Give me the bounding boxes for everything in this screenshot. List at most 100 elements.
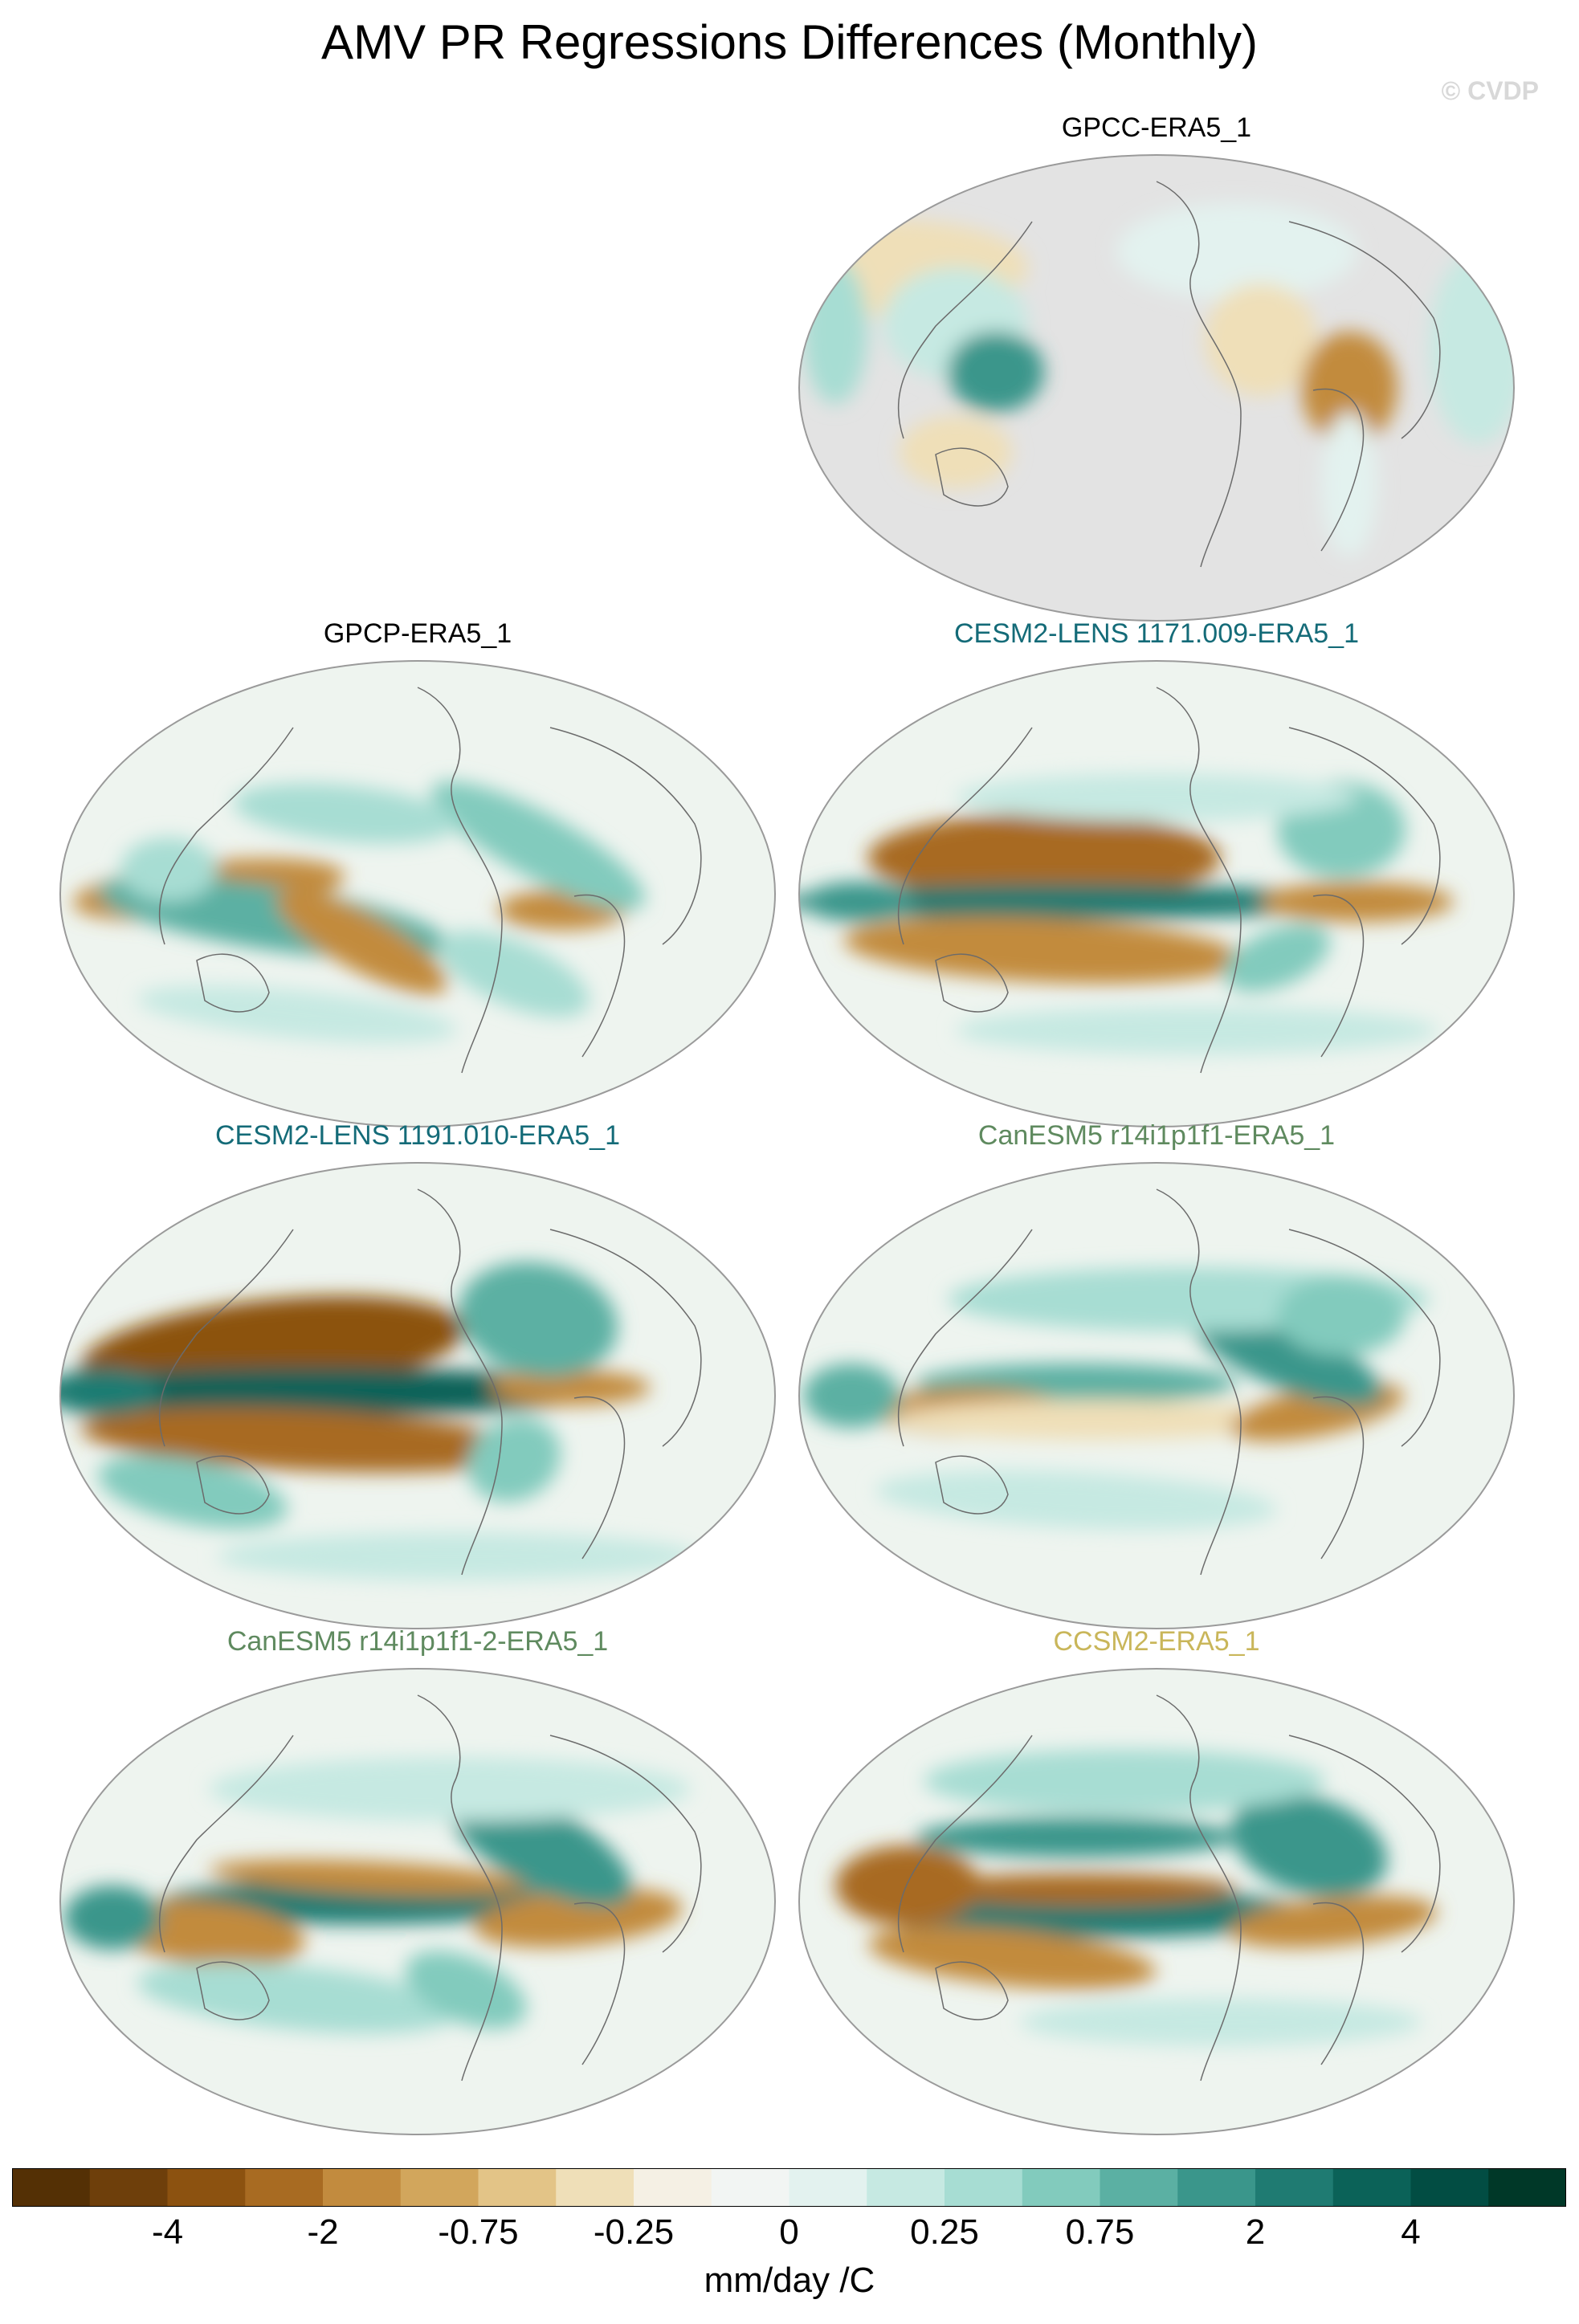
- colorbar-tick-label: -4: [151, 2212, 184, 2252]
- colorbar-swatch: [634, 2168, 712, 2207]
- colorbar-swatch: [1488, 2168, 1566, 2207]
- global-map: [798, 660, 1515, 1127]
- coastline: [897, 221, 1033, 439]
- coastline: [1288, 1229, 1441, 1447]
- precip-anomaly-blob: [467, 1417, 561, 1502]
- precip-anomaly-blob: [1261, 882, 1454, 922]
- colorbar-swatch: [12, 2168, 91, 2207]
- precip-anomaly-blob: [1230, 1793, 1388, 1898]
- panel-title: CanESM5 r14i1p1f1-2-ERA5_1: [226, 1626, 609, 1657]
- coastline: [935, 1961, 1009, 2020]
- precip-anomaly-blob: [209, 1757, 691, 1821]
- precip-anomaly-blob: [439, 931, 590, 1017]
- coastline: [417, 687, 503, 1074]
- coastline: [1156, 1694, 1242, 2081]
- colorbar-swatch: [945, 2168, 1023, 2207]
- coastline: [196, 953, 270, 1013]
- cvdp-watermark: © CVDP: [1441, 76, 1539, 105]
- coastline: [1312, 894, 1365, 1058]
- global-map: [798, 154, 1515, 622]
- precip-anomaly-blob: [459, 1262, 618, 1377]
- colorbar-swatch: [1255, 2168, 1334, 2207]
- precip-anomaly-blob: [1277, 1275, 1406, 1356]
- colorbar-swatch: [400, 2168, 479, 2207]
- land-field: [900, 416, 1012, 488]
- colorbar-swatch: [323, 2168, 402, 2207]
- map-border: [59, 1668, 776, 2135]
- precip-anomaly-blob: [137, 1962, 458, 2034]
- precip-anomaly-blob: [80, 1407, 530, 1473]
- coastline: [1312, 388, 1365, 552]
- precip-anomaly-blob: [137, 985, 458, 1043]
- colorbar-tick-label: -0.25: [593, 2212, 675, 2252]
- panel-title: CESM2-LENS 1171.009-ERA5_1: [954, 618, 1359, 649]
- coastline: [549, 727, 702, 945]
- coastline: [1156, 181, 1242, 568]
- precip-anomaly-blob: [892, 1400, 1293, 1440]
- precip-anomaly-blob: [98, 1455, 288, 1529]
- precip-anomaly-blob: [112, 1900, 305, 1967]
- colorbar-tick-label: -0.75: [438, 2212, 519, 2252]
- coastline: [573, 1902, 626, 2065]
- panel-title: CanESM5 r14i1p1f1-ERA5_1: [977, 1120, 1336, 1151]
- precip-anomaly-blob: [490, 1370, 651, 1405]
- colorbar-swatch: [1100, 2168, 1178, 2207]
- coastline: [573, 894, 626, 1058]
- land-field: [948, 332, 1044, 412]
- coastline: [549, 1229, 702, 1447]
- global-map: [59, 1668, 776, 2135]
- map-panel: CESM2-LENS 1191.010-ERA5_1: [52, 1120, 783, 1634]
- map-panel: CCSM2-ERA5_1: [791, 1626, 1522, 2140]
- global-map: [798, 1668, 1515, 2135]
- colorbar-swatch: [89, 2168, 168, 2207]
- coastline: [1288, 221, 1441, 439]
- precip-anomaly-blob: [474, 1887, 683, 1948]
- precip-anomaly-blob: [803, 882, 916, 922]
- colorbar-swatch: [711, 2168, 790, 2207]
- map-border: [798, 1668, 1515, 2135]
- precip-anomaly-blob: [799, 884, 1357, 919]
- precip-anomaly-blob: [1224, 923, 1330, 993]
- map-panel: GPCP-ERA5_1: [52, 618, 783, 1132]
- precip-anomaly-blob: [64, 1886, 161, 1950]
- land-field: [1205, 283, 1317, 396]
- coastline: [897, 727, 1033, 945]
- colorbar-tick-label: 0.75: [1065, 2212, 1135, 2252]
- precip-anomaly-blob: [233, 783, 458, 844]
- global-map: [798, 1162, 1515, 1629]
- colorbar-swatch: [1022, 2168, 1100, 2207]
- coastline: [417, 1694, 503, 2081]
- precip-anomaly-blob: [60, 1368, 161, 1416]
- colorbar-swatch: [1410, 2168, 1489, 2207]
- coastline: [573, 1396, 626, 1560]
- coastline: [1288, 727, 1441, 945]
- land-field: [1321, 412, 1377, 557]
- coastline: [1288, 1735, 1441, 1953]
- colorbar-swatch: [167, 2168, 246, 2207]
- map-border: [798, 154, 1515, 622]
- coastline: [158, 727, 294, 945]
- coastline: [935, 1455, 1009, 1515]
- colorbar-tick-label: 0: [779, 2212, 799, 2252]
- precip-anomaly-blob: [430, 781, 646, 911]
- coastline: [935, 447, 1009, 507]
- colorbar-tick-label: 4: [1401, 2212, 1421, 2252]
- colorbar-swatch: [245, 2168, 324, 2207]
- colorbar: [12, 2168, 1566, 2207]
- coastline: [196, 1455, 270, 1515]
- panel-title: CCSM2-ERA5_1: [1053, 1626, 1260, 1657]
- precip-anomaly-blob: [867, 1926, 1157, 1990]
- map-border: [59, 1162, 776, 1629]
- coastline: [897, 1229, 1033, 1447]
- global-map: [59, 660, 776, 1127]
- precip-anomaly-blob: [120, 838, 217, 902]
- land-field: [1116, 203, 1357, 300]
- coastline: [196, 1961, 270, 2020]
- map-border: [798, 660, 1515, 1127]
- precip-anomaly-blob: [956, 1006, 1438, 1054]
- precip-anomaly-blob: [209, 1859, 530, 1896]
- colorbar-tick-label: -2: [307, 2212, 339, 2252]
- precip-anomaly-blob: [843, 916, 1245, 984]
- precip-anomaly-blob: [956, 773, 1357, 822]
- precip-anomaly-blob: [835, 1845, 980, 1926]
